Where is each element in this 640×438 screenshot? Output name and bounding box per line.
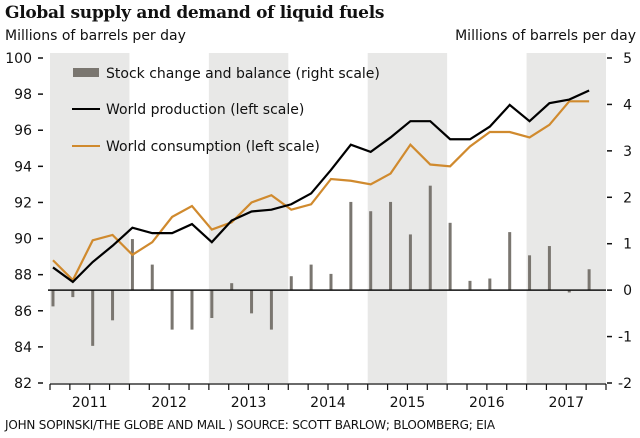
stock-change-bar [369, 211, 373, 291]
legend-item-consumption: World consumption (left scale) [72, 139, 320, 155]
source-credit: JOHN SOPINSKI/THE GLOBE AND MAIL ) SOURC… [5, 418, 495, 432]
right-axis-tick-label: -2 [618, 376, 632, 392]
x-axis-year-label: 2015 [390, 395, 426, 411]
left-axis-tick-label: 98 [14, 87, 32, 103]
left-axis-tick-label: 94 [14, 159, 32, 175]
left-axis-tick-label: 86 [14, 304, 32, 320]
x-axis-year-label: 2012 [151, 395, 187, 411]
stock-change-bar [269, 290, 273, 330]
stock-change-bar [567, 290, 571, 293]
stock-change-bar [408, 234, 412, 291]
stock-change-bar [71, 290, 75, 298]
stock-change-bar [587, 269, 591, 291]
stock-change-bar [111, 290, 115, 321]
x-axis-year-label: 2017 [548, 395, 584, 411]
stock-change-bar [448, 222, 452, 291]
x-axis-year-label: 2011 [72, 395, 108, 411]
legend-item-stock-change: Stock change and balance (right scale) [73, 66, 380, 82]
stock-change-bar [309, 264, 313, 291]
right-axis-tick-label: -1 [618, 330, 632, 346]
stock-change-bar [329, 273, 333, 291]
stock-change-bar [547, 246, 551, 291]
right-axis-unit-label: Millions of barrels per day [455, 28, 636, 44]
left-axis-unit-label: Millions of barrels per day [5, 28, 186, 44]
legend-label-production: World production (left scale) [106, 102, 304, 118]
legend: Stock change and balance (right scale) W… [72, 66, 380, 155]
year-shade-2013 [208, 53, 289, 383]
stock-change-bar [349, 201, 353, 291]
x-axis: 2011 2012 2013 2014 2015 2016 2017 [49, 383, 607, 411]
world-consumption-line [52, 100, 590, 282]
legend-swatch-bar [73, 68, 99, 77]
stock-change-bar [51, 290, 55, 307]
stock-change-bar [210, 290, 214, 318]
right-axis-tick-label: 1 [623, 237, 632, 253]
right-axis-tick-label: 4 [623, 97, 632, 113]
stock-change-bar [230, 283, 234, 291]
left-axis-tick-label: 84 [14, 340, 32, 356]
stock-change-bar [91, 290, 95, 346]
legend-item-production: World production (left scale) [72, 102, 304, 118]
stock-change-bar [170, 290, 174, 330]
right-axis-tick-label: 3 [623, 144, 632, 160]
stock-change-bar [289, 276, 293, 291]
year-shading-group [50, 53, 606, 383]
left-axis-tick-label: 82 [14, 376, 32, 392]
left-axis-tick-label: 92 [14, 195, 32, 211]
stock-change-bar [150, 264, 154, 291]
stock-change-bar [488, 278, 492, 291]
left-axis: 100 98 96 94 92 90 88 86 84 82 [5, 51, 43, 392]
stock-change-bar [528, 255, 532, 291]
stock-change-bar [250, 290, 254, 314]
left-axis-tick-label: 90 [14, 232, 32, 248]
stock-change-bar [468, 280, 472, 291]
right-axis-tick-label: 5 [623, 51, 632, 67]
x-axis-year-label: 2013 [231, 395, 267, 411]
left-axis-tick-label: 96 [14, 123, 32, 139]
right-axis-tick-label: 2 [623, 190, 632, 206]
stock-change-bar [428, 185, 432, 291]
x-axis-year-label: 2014 [310, 395, 346, 411]
legend-label-consumption: World consumption (left scale) [106, 139, 320, 155]
x-axis-year-label: 2016 [469, 395, 505, 411]
stock-change-bar [190, 290, 194, 330]
year-shade-2015 [367, 53, 448, 383]
left-axis-tick-label: 100 [5, 51, 32, 67]
stock-change-bar [389, 201, 393, 291]
world-production-line [52, 89, 590, 284]
legend-label-stock-change: Stock change and balance (right scale) [106, 66, 380, 82]
right-axis: 5 4 3 2 1 0 -1 -2 [607, 51, 632, 392]
right-axis-tick-label: 0 [623, 283, 632, 299]
stock-change-bar [508, 232, 512, 291]
stock-change-bar [130, 239, 134, 291]
left-axis-tick-label: 88 [14, 268, 32, 284]
stock-change-bars [51, 185, 591, 346]
year-shade-2017 [526, 53, 606, 383]
chart-title: Global supply and demand of liquid fuels [5, 3, 385, 23]
